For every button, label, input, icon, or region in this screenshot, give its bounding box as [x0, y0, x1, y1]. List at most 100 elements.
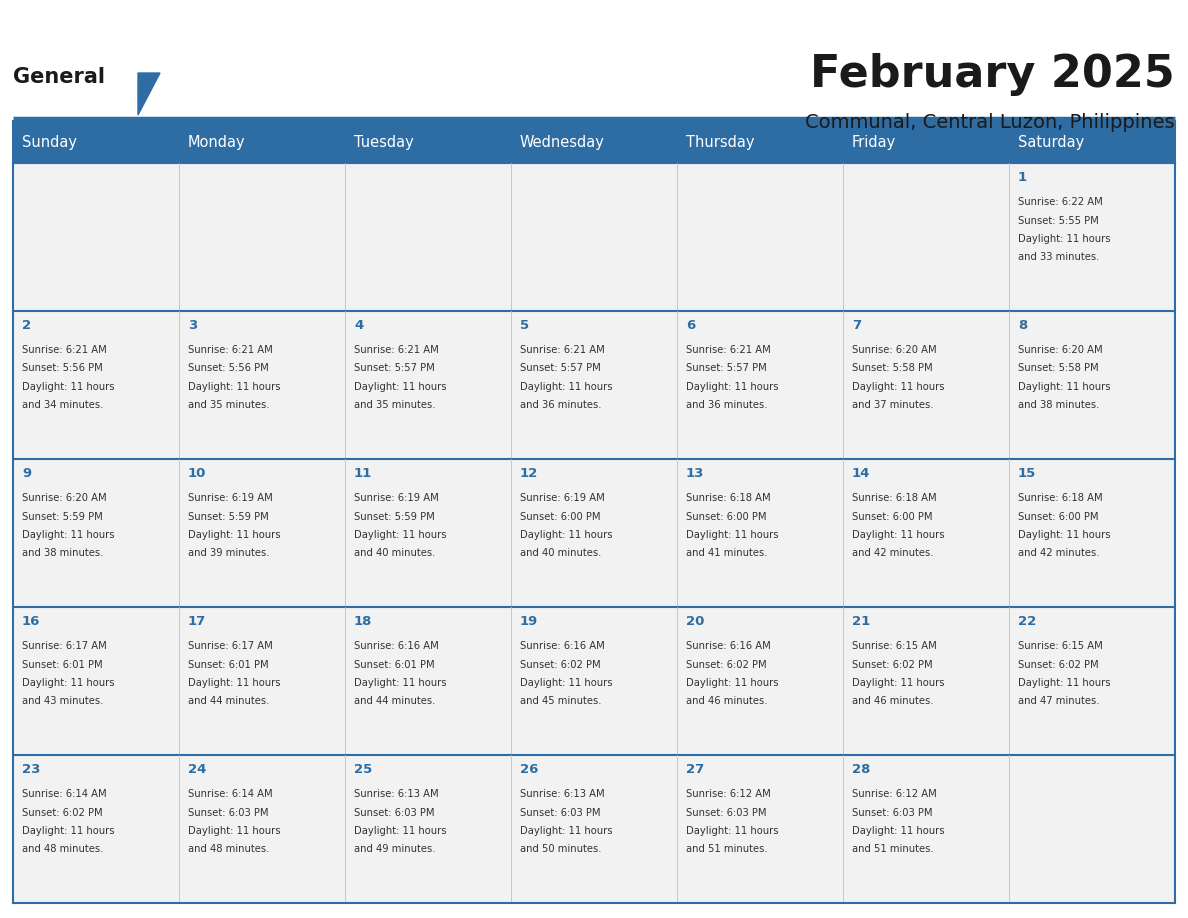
Text: Daylight: 11 hours: Daylight: 11 hours	[23, 530, 114, 540]
Bar	[345, 311, 511, 459]
Text: Sunset: 6:00 PM: Sunset: 6:00 PM	[852, 511, 933, 521]
Text: and 48 minutes.: and 48 minutes.	[188, 845, 270, 855]
Text: Sunrise: 6:18 AM: Sunrise: 6:18 AM	[852, 493, 936, 503]
Text: Sunrise: 6:21 AM: Sunrise: 6:21 AM	[520, 345, 605, 355]
Text: and 42 minutes.: and 42 minutes.	[852, 548, 934, 558]
Text: Daylight: 11 hours: Daylight: 11 hours	[188, 826, 280, 836]
Bar	[511, 311, 677, 459]
Text: Sunrise: 6:19 AM: Sunrise: 6:19 AM	[520, 493, 605, 503]
Text: Sunset: 6:01 PM: Sunset: 6:01 PM	[23, 659, 102, 669]
Text: Sunset: 5:58 PM: Sunset: 5:58 PM	[852, 364, 933, 374]
Text: 23: 23	[23, 763, 40, 776]
Bar	[1009, 755, 1175, 903]
Text: Sunrise: 6:20 AM: Sunrise: 6:20 AM	[852, 345, 936, 355]
Text: Sunrise: 6:14 AM: Sunrise: 6:14 AM	[23, 789, 107, 799]
Text: Sunset: 5:58 PM: Sunset: 5:58 PM	[1018, 364, 1099, 374]
Bar	[843, 459, 1009, 607]
Text: Sunset: 5:59 PM: Sunset: 5:59 PM	[23, 511, 102, 521]
Text: Daylight: 11 hours: Daylight: 11 hours	[852, 382, 944, 392]
Text: Daylight: 11 hours: Daylight: 11 hours	[520, 382, 613, 392]
Text: 28: 28	[852, 763, 871, 776]
Bar	[1009, 459, 1175, 607]
Text: Tuesday: Tuesday	[354, 135, 413, 150]
Text: and 45 minutes.: and 45 minutes.	[520, 697, 601, 707]
Text: Daylight: 11 hours: Daylight: 11 hours	[852, 678, 944, 688]
Text: Daylight: 11 hours: Daylight: 11 hours	[1018, 530, 1111, 540]
Text: 13: 13	[685, 467, 704, 480]
Text: Wednesday: Wednesday	[520, 135, 605, 150]
Text: Daylight: 11 hours: Daylight: 11 hours	[685, 678, 778, 688]
Text: and 43 minutes.: and 43 minutes.	[23, 697, 103, 707]
Text: Sunrise: 6:12 AM: Sunrise: 6:12 AM	[852, 789, 937, 799]
Text: and 41 minutes.: and 41 minutes.	[685, 548, 767, 558]
Text: Friday: Friday	[852, 135, 896, 150]
Bar	[1009, 121, 1175, 163]
Text: Daylight: 11 hours: Daylight: 11 hours	[852, 530, 944, 540]
Text: Sunset: 5:55 PM: Sunset: 5:55 PM	[1018, 216, 1099, 226]
Text: Daylight: 11 hours: Daylight: 11 hours	[188, 382, 280, 392]
Text: and 36 minutes.: and 36 minutes.	[685, 400, 767, 410]
Text: 6: 6	[685, 319, 695, 332]
Text: Sunrise: 6:17 AM: Sunrise: 6:17 AM	[23, 641, 107, 651]
Text: Daylight: 11 hours: Daylight: 11 hours	[520, 826, 613, 836]
Text: Sunset: 6:00 PM: Sunset: 6:00 PM	[1018, 511, 1099, 521]
Text: Sunrise: 6:15 AM: Sunrise: 6:15 AM	[1018, 641, 1102, 651]
Bar	[677, 163, 843, 311]
Text: Saturday: Saturday	[1018, 135, 1085, 150]
Text: Daylight: 11 hours: Daylight: 11 hours	[354, 530, 447, 540]
Text: 18: 18	[354, 615, 372, 628]
Bar	[13, 755, 179, 903]
Text: 9: 9	[23, 467, 31, 480]
Bar	[511, 607, 677, 755]
Text: Sunrise: 6:16 AM: Sunrise: 6:16 AM	[520, 641, 605, 651]
Text: 26: 26	[520, 763, 538, 776]
Text: Sunrise: 6:20 AM: Sunrise: 6:20 AM	[1018, 345, 1102, 355]
Text: Sunrise: 6:21 AM: Sunrise: 6:21 AM	[354, 345, 438, 355]
Text: Sunset: 6:03 PM: Sunset: 6:03 PM	[520, 808, 600, 818]
Text: 17: 17	[188, 615, 207, 628]
Text: Daylight: 11 hours: Daylight: 11 hours	[23, 678, 114, 688]
Text: and 44 minutes.: and 44 minutes.	[354, 697, 435, 707]
Text: Daylight: 11 hours: Daylight: 11 hours	[1018, 678, 1111, 688]
Text: Sunset: 6:02 PM: Sunset: 6:02 PM	[1018, 659, 1099, 669]
Text: Daylight: 11 hours: Daylight: 11 hours	[685, 530, 778, 540]
Bar	[345, 459, 511, 607]
Text: and 35 minutes.: and 35 minutes.	[188, 400, 270, 410]
Text: Sunrise: 6:21 AM: Sunrise: 6:21 AM	[23, 345, 107, 355]
Text: Sunrise: 6:16 AM: Sunrise: 6:16 AM	[354, 641, 438, 651]
Text: Sunrise: 6:12 AM: Sunrise: 6:12 AM	[685, 789, 771, 799]
Text: Daylight: 11 hours: Daylight: 11 hours	[1018, 234, 1111, 244]
Bar	[179, 163, 345, 311]
Bar	[13, 607, 179, 755]
Bar	[677, 755, 843, 903]
Text: Daylight: 11 hours: Daylight: 11 hours	[852, 826, 944, 836]
Text: Daylight: 11 hours: Daylight: 11 hours	[188, 678, 280, 688]
Bar	[179, 121, 345, 163]
Text: February 2025: February 2025	[810, 53, 1175, 96]
Bar	[179, 607, 345, 755]
Text: Sunrise: 6:21 AM: Sunrise: 6:21 AM	[685, 345, 771, 355]
Text: Daylight: 11 hours: Daylight: 11 hours	[685, 826, 778, 836]
Text: Sunset: 6:02 PM: Sunset: 6:02 PM	[685, 659, 766, 669]
Text: Daylight: 11 hours: Daylight: 11 hours	[520, 530, 613, 540]
Text: and 44 minutes.: and 44 minutes.	[188, 697, 270, 707]
Bar	[677, 121, 843, 163]
Text: Sunrise: 6:18 AM: Sunrise: 6:18 AM	[1018, 493, 1102, 503]
Text: Sunrise: 6:13 AM: Sunrise: 6:13 AM	[354, 789, 438, 799]
Text: 16: 16	[23, 615, 40, 628]
Bar	[511, 121, 677, 163]
Polygon shape	[138, 73, 160, 115]
Bar	[677, 459, 843, 607]
Text: Daylight: 11 hours: Daylight: 11 hours	[354, 382, 447, 392]
Bar	[677, 607, 843, 755]
Text: Blue: Blue	[139, 117, 191, 137]
Bar	[1009, 163, 1175, 311]
Bar	[345, 755, 511, 903]
Text: Sunset: 5:59 PM: Sunset: 5:59 PM	[354, 511, 435, 521]
Text: Sunrise: 6:13 AM: Sunrise: 6:13 AM	[520, 789, 605, 799]
Text: 5: 5	[520, 319, 529, 332]
Text: and 37 minutes.: and 37 minutes.	[852, 400, 934, 410]
Bar	[13, 121, 179, 163]
Text: and 48 minutes.: and 48 minutes.	[23, 845, 103, 855]
Text: Sunset: 6:03 PM: Sunset: 6:03 PM	[685, 808, 766, 818]
